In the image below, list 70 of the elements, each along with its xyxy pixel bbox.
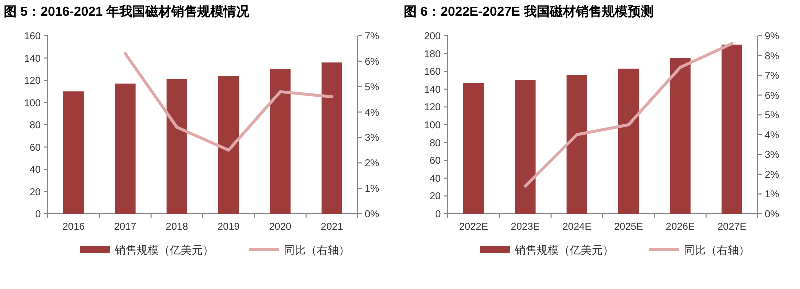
y2-tick-label: 7% <box>765 71 780 82</box>
y-tick-label: 140 <box>24 54 42 65</box>
bar <box>166 79 188 214</box>
y2-tick-label: 2% <box>365 158 380 170</box>
bar <box>464 83 484 214</box>
y-tick-label: 140 <box>424 84 442 96</box>
y-tick-label: 0 <box>435 210 442 220</box>
y2-tick-label: 1% <box>765 190 780 201</box>
x-tick-label: 2024E <box>562 222 592 233</box>
legend-label: 销售规模（亿美元） <box>514 244 614 257</box>
y-tick-label: 120 <box>424 102 442 114</box>
y2-tick-label: 9% <box>765 32 780 42</box>
bar <box>270 69 291 214</box>
y-tick-label: 40 <box>430 174 442 185</box>
y2-tick-label: 6% <box>765 90 780 102</box>
y-tick-label: 80 <box>30 120 42 132</box>
x-tick-label: 2023E <box>511 222 540 233</box>
legend-label: 同比（右轴） <box>684 244 750 257</box>
y-tick-label: 160 <box>24 32 42 42</box>
y-tick-label: 60 <box>30 142 42 154</box>
y-tick-label: 20 <box>30 187 42 198</box>
x-tick-label: 2026E <box>666 222 696 233</box>
y-tick-label: 180 <box>424 49 442 60</box>
bar <box>618 68 640 214</box>
bar <box>670 58 691 214</box>
bar <box>515 80 536 214</box>
y2-tick-label: 6% <box>365 56 380 68</box>
y2-tick-label: 3% <box>765 150 780 162</box>
y-tick-label: 120 <box>24 76 42 87</box>
x-tick-label: 2021 <box>321 222 344 233</box>
chart-title: 图 6：2022E-2027E 我国磁材销售规模预测 <box>404 4 654 19</box>
bar <box>64 92 84 214</box>
y2-tick-label: 0% <box>765 210 780 220</box>
y2-tick-label: 7% <box>365 32 380 42</box>
line-series <box>524 42 734 188</box>
x-tick-label: 2019 <box>218 222 240 233</box>
x-tick-label: 2027E <box>718 222 747 233</box>
y2-tick-label: 4% <box>365 108 380 119</box>
y2-tick-label: 1% <box>365 184 380 196</box>
x-tick-label: 2018 <box>166 222 189 233</box>
y2-tick-label: 8% <box>765 51 780 62</box>
y-tick-label: 60 <box>430 156 442 168</box>
y2-tick-label: 5% <box>765 110 780 122</box>
y2-tick-label: 4% <box>765 130 780 142</box>
bar <box>322 62 342 214</box>
y-tick-label: 0 <box>35 210 42 220</box>
y-tick-label: 80 <box>430 138 442 150</box>
x-tick-label: 2020 <box>269 222 292 233</box>
x-tick-label: 2025E <box>614 222 644 233</box>
y2-tick-label: 5% <box>365 82 380 94</box>
chart-title: 图 5：2016-2021 年我国磁材销售规模情况 <box>4 4 251 19</box>
y-tick-label: 160 <box>424 67 442 78</box>
y2-tick-label: 3% <box>365 133 380 144</box>
x-tick-label: 2022E <box>459 222 489 233</box>
bar <box>566 75 588 214</box>
bar <box>218 76 240 214</box>
legend-label: 销售规模（亿美元） <box>114 244 214 257</box>
y-tick-label: 100 <box>424 120 442 132</box>
y2-tick-label: 2% <box>765 170 780 181</box>
y-tick-label: 40 <box>30 165 42 176</box>
bar <box>722 44 742 214</box>
y-tick-label: 100 <box>24 98 42 110</box>
line-series <box>124 52 334 152</box>
x-tick-label: 2016 <box>62 222 86 233</box>
bar <box>115 84 136 214</box>
y2-tick-label: 0% <box>365 210 380 220</box>
legend-label: 同比（右轴） <box>284 244 350 257</box>
x-tick-label: 2017 <box>114 222 138 233</box>
y-tick-label: 20 <box>430 192 442 203</box>
y-tick-label: 200 <box>424 32 442 42</box>
